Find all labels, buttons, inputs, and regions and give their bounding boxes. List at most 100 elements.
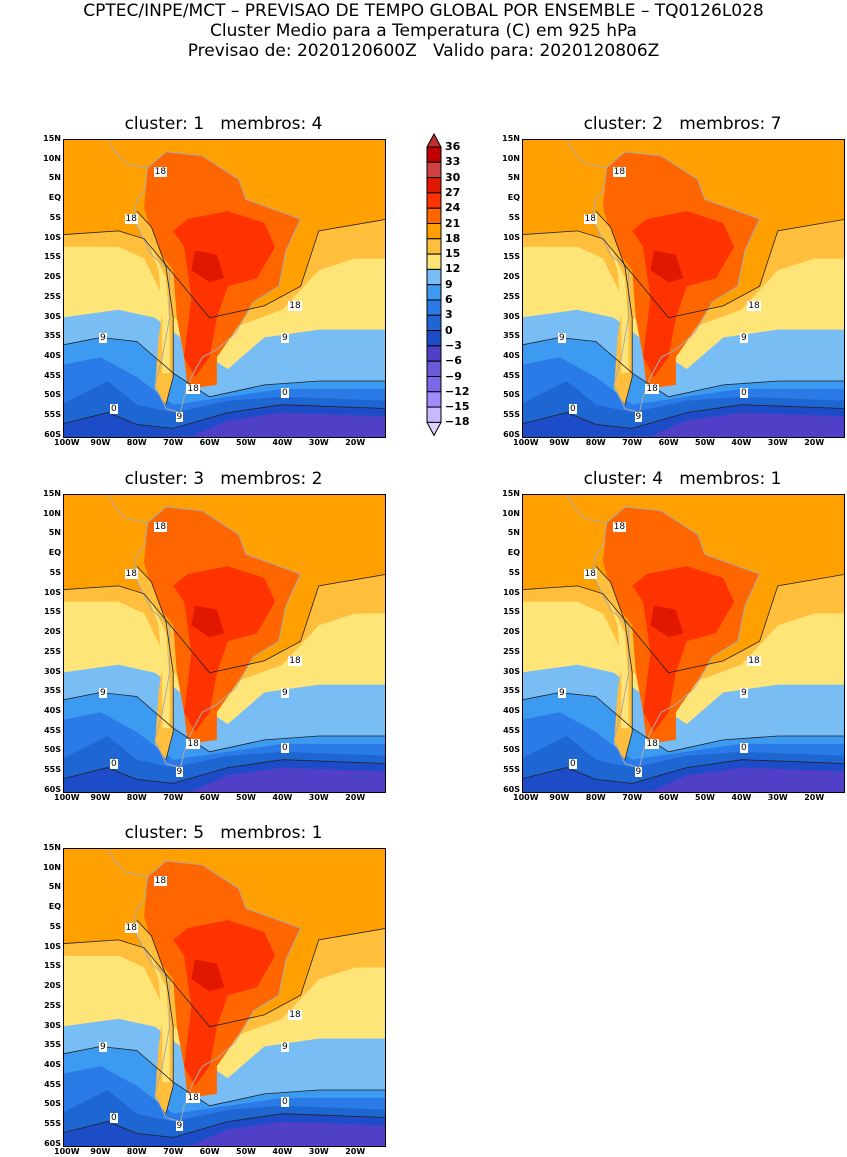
contour-label: 18 xyxy=(186,383,200,394)
lat-tick-label: 60S xyxy=(44,1138,61,1148)
map-panel-4: 18 18 18 9 9 18 0 0 9 xyxy=(522,494,845,793)
contour-line xyxy=(64,404,385,429)
temperature-band xyxy=(626,767,844,792)
colorbar-label: 36 xyxy=(445,140,461,153)
contour-label: 18 xyxy=(153,875,168,886)
lat-tick-label: 25S xyxy=(44,291,61,301)
colorbar-label: −18 xyxy=(445,415,470,429)
coastline xyxy=(107,140,302,414)
lon-tick-label: 40W xyxy=(731,793,752,802)
map-panel-3: 18 18 18 9 9 18 0 0 9 xyxy=(63,494,386,793)
andes-field-cool xyxy=(147,947,170,1083)
lon-tick-label: 100W xyxy=(54,1147,80,1156)
lat-tick-label: 55S xyxy=(44,765,61,775)
lon-tick-label: 60W xyxy=(658,438,679,447)
lat-tick-label: 10N xyxy=(43,862,61,872)
lat-tick-label: 60S xyxy=(503,429,520,439)
lon-tick-label: 70W xyxy=(163,793,184,802)
lat-tick-label: 35S xyxy=(503,686,520,696)
lat-tick-label: 45S xyxy=(44,725,61,735)
colorbar-swatch xyxy=(426,177,442,194)
colorbar-label: 18 xyxy=(445,231,461,245)
contour-line xyxy=(595,565,633,760)
field-27-30 xyxy=(191,959,225,992)
lon-tick-label: 100W xyxy=(54,438,80,447)
lat-tick-label: 20S xyxy=(44,272,61,282)
lat-tick-label: 60S xyxy=(44,429,61,439)
lat-tick-label: 5N xyxy=(48,882,61,892)
colorbar-swatch xyxy=(426,360,442,377)
lon-tick-label: 100W xyxy=(513,438,539,447)
lat-tick-label: 15S xyxy=(44,607,61,617)
lat-tick-label: 10N xyxy=(502,153,520,163)
colorbar-swatch xyxy=(426,161,442,179)
contour-line xyxy=(136,565,174,760)
lat-tick-label: 25S xyxy=(44,646,61,656)
contour-label: 9 xyxy=(558,687,566,698)
contour-label: 18 xyxy=(186,738,200,749)
lat-tick-label: 10N xyxy=(502,508,520,518)
contour-label: 0 xyxy=(281,1096,289,1107)
lat-tick-label: 5S xyxy=(508,212,520,222)
lat-tick-label: 15N xyxy=(43,843,61,852)
contour-label: 9 xyxy=(634,411,643,422)
map-panel-1: 18 18 18 9 9 18 0 0 9 xyxy=(63,139,386,438)
contour-line xyxy=(523,759,844,784)
colorbar-swatch xyxy=(426,192,442,209)
colorbar-swatch xyxy=(426,238,442,255)
lon-tick-label: 50W xyxy=(695,438,715,447)
contour-label: 9 xyxy=(175,766,184,777)
lon-tick-label: 100W xyxy=(513,793,539,802)
lat-tick-label: 40S xyxy=(503,351,520,361)
contour-line xyxy=(64,219,385,319)
lon-tick-label: 70W xyxy=(622,793,643,802)
lat-tick-label: 15N xyxy=(502,134,520,143)
lon-tick-label: 30W xyxy=(308,438,329,447)
coastline xyxy=(566,495,761,769)
lon-tick-label: 40W xyxy=(731,438,752,447)
contour-line xyxy=(136,210,174,405)
lat-tick-label: 55S xyxy=(44,410,61,420)
panel-title: cluster: 4 membros: 1 xyxy=(583,469,782,489)
lat-tick-label: EQ xyxy=(507,548,520,558)
lon-tick-label: 60W xyxy=(199,1147,220,1156)
lon-tick-label: 30W xyxy=(308,1147,329,1156)
temperature-band xyxy=(167,767,385,792)
lat-tick-label: 40S xyxy=(44,351,61,361)
colorbar-label: −6 xyxy=(445,354,462,368)
panel-title: cluster: 2 membros: 7 xyxy=(583,114,782,134)
lon-tick-label: 70W xyxy=(622,438,643,447)
lon-tick-label: 50W xyxy=(695,793,715,802)
contour-label: 9 xyxy=(281,332,289,343)
lon-tick-label: 40W xyxy=(272,1147,293,1156)
lon-tick-label: 40W xyxy=(272,438,293,447)
contour-line xyxy=(523,404,844,429)
lat-tick-label: 20S xyxy=(44,627,61,637)
contour-label: 18 xyxy=(612,521,627,532)
lat-tick-label: 30S xyxy=(503,666,520,676)
colorbar-swatch xyxy=(426,284,442,301)
contour-label: 18 xyxy=(747,655,761,666)
lat-tick-label: 10S xyxy=(44,941,61,951)
panel-title: cluster: 5 membros: 1 xyxy=(124,823,323,843)
colorbar-swatch xyxy=(426,345,442,362)
lat-tick-label: 5S xyxy=(508,567,520,577)
lat-tick-label: 20S xyxy=(503,272,520,282)
figure-title-line1: CPTEC/INPE/MCT – PREVISAO DE TEMPO GLOBA… xyxy=(83,1,764,21)
lat-tick-label: 40S xyxy=(503,706,520,716)
lat-tick-label: 10N xyxy=(43,153,61,163)
colorbar-label: 24 xyxy=(445,201,461,215)
contour-line xyxy=(64,759,385,784)
contour-label: 9 xyxy=(740,687,748,698)
colorbar-label: 3 xyxy=(445,308,453,322)
contour-label: 18 xyxy=(153,521,168,532)
contour-label: 9 xyxy=(99,687,107,698)
lon-tick-label: 90W xyxy=(90,793,111,802)
lat-tick-label: 35S xyxy=(44,686,61,696)
colorbar-label: 0 xyxy=(445,323,453,337)
lon-tick-label: 80W xyxy=(585,793,606,802)
lon-tick-label: 20W xyxy=(804,793,825,802)
lat-tick-label: 60S xyxy=(44,784,61,794)
map-panel-5: 18 18 18 9 9 18 0 0 9 xyxy=(63,848,386,1147)
contour-label: 9 xyxy=(634,766,643,777)
